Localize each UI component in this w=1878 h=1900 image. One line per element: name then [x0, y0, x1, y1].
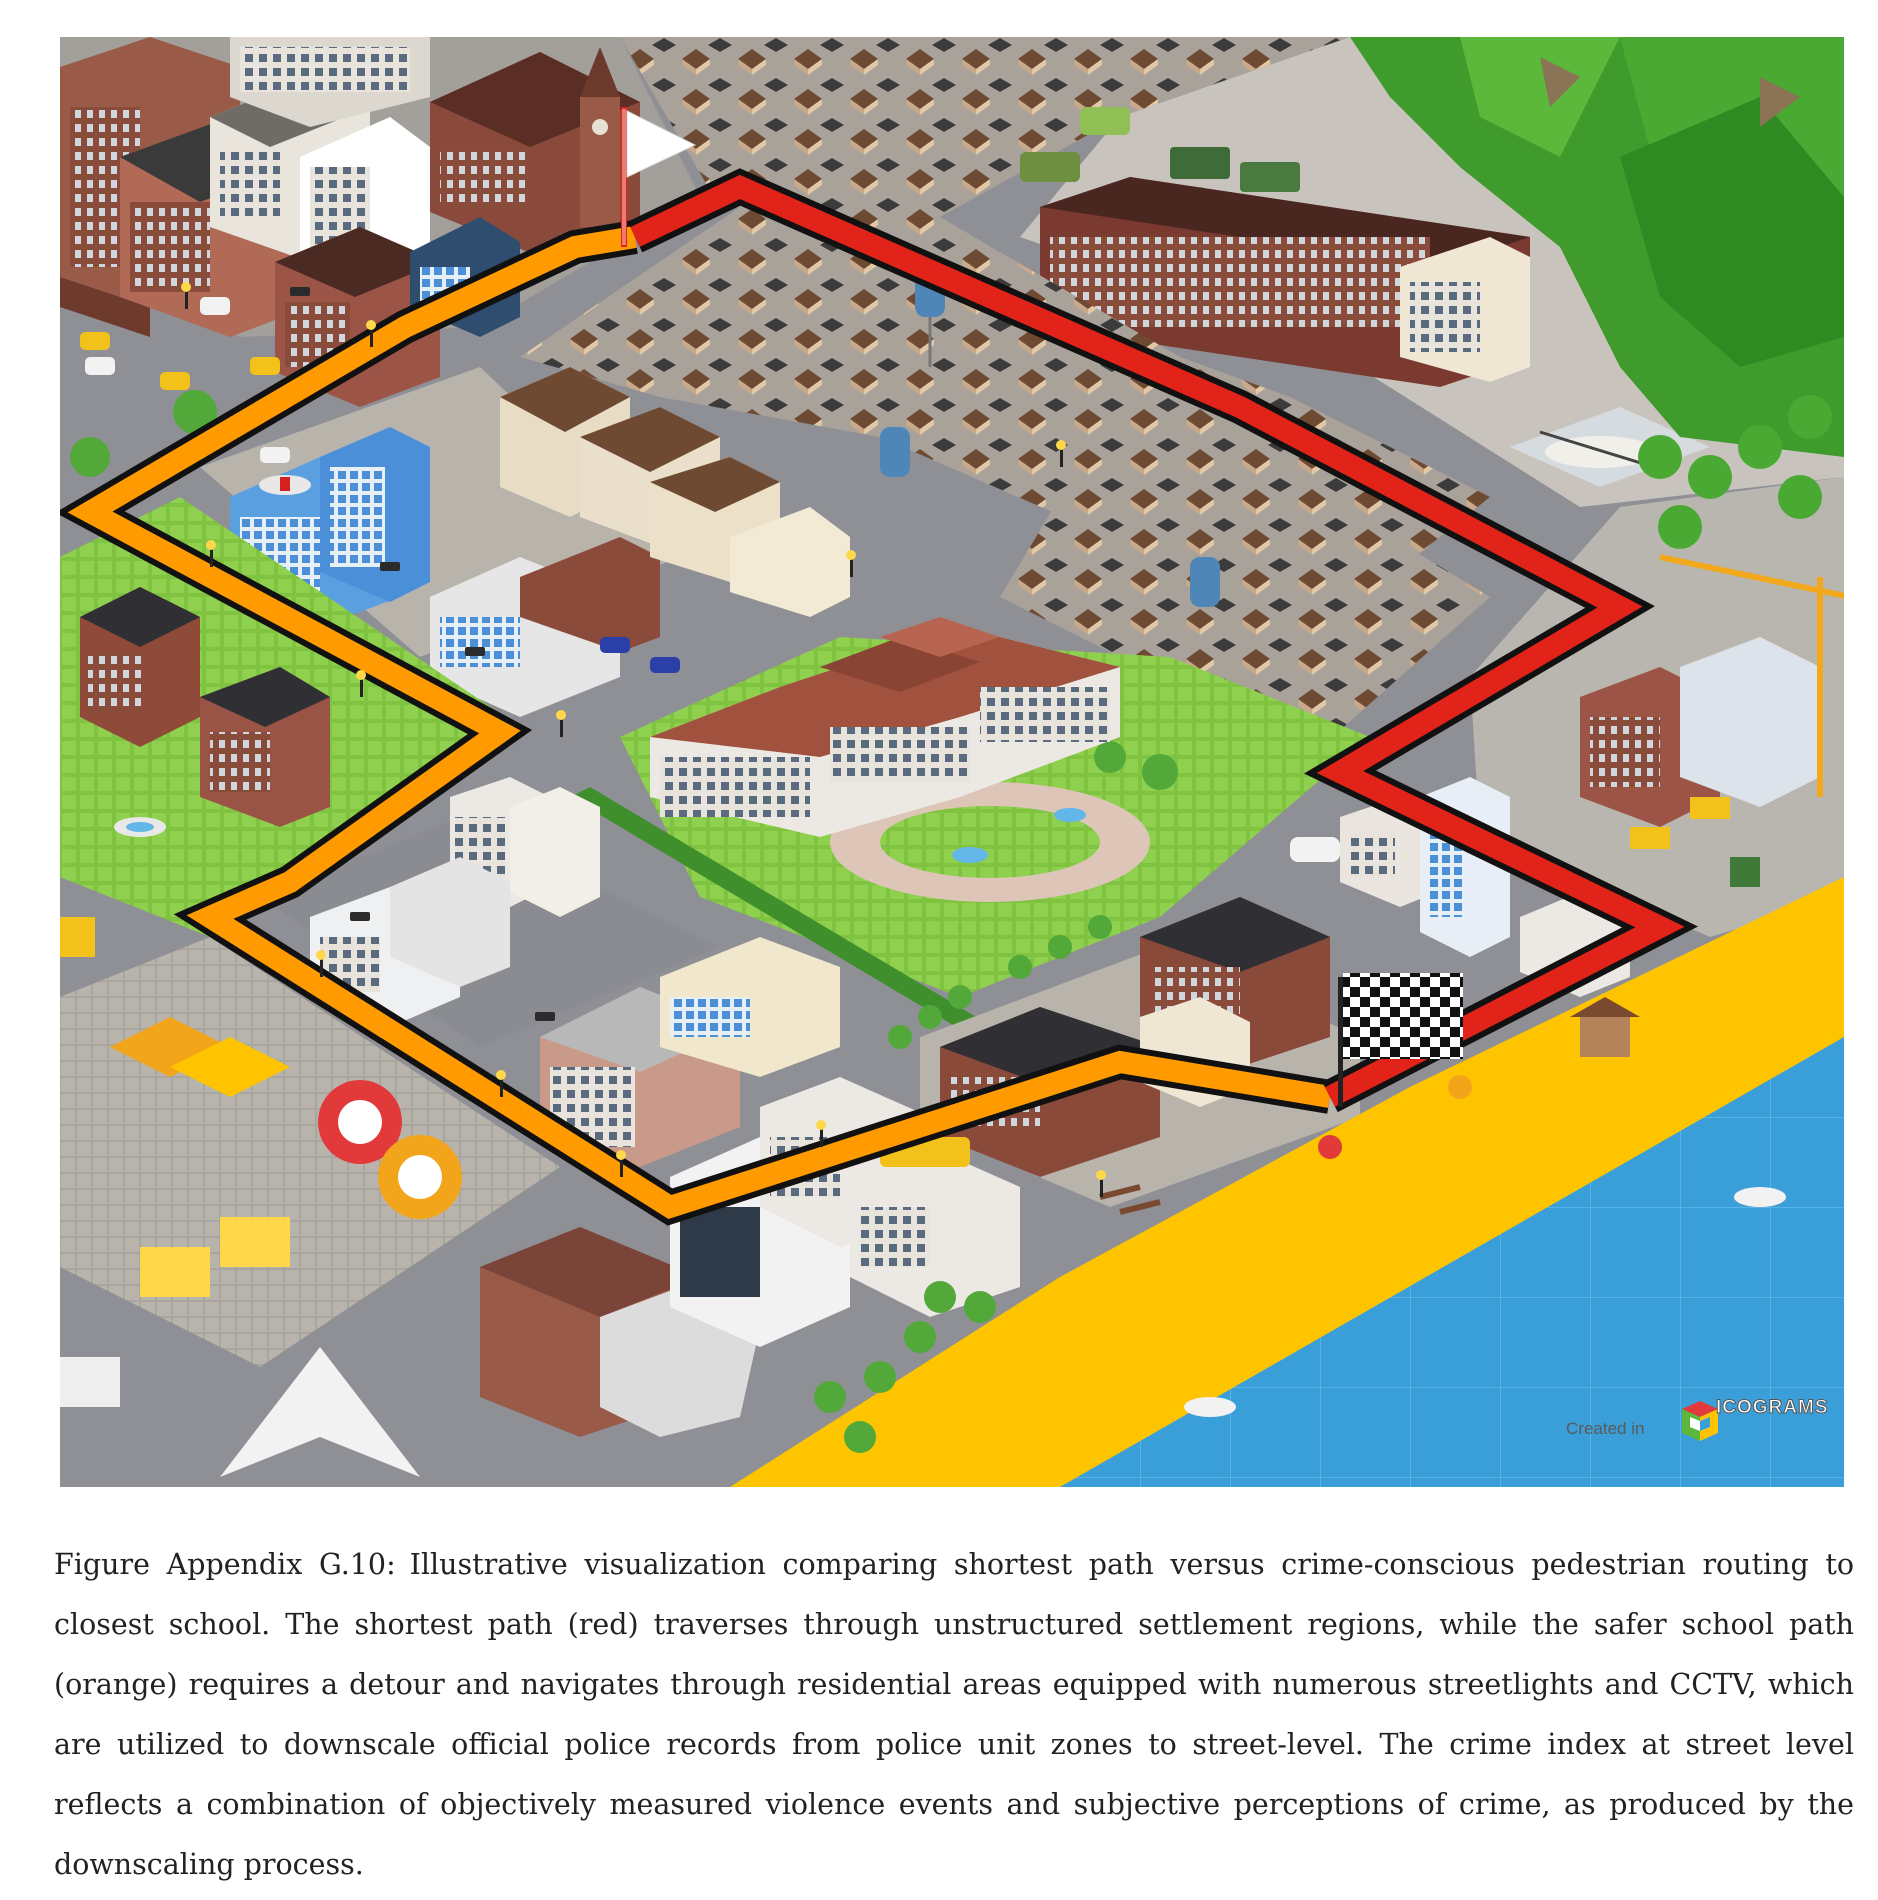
figure-caption: Figure Appendix G.10: Illustrative visual…: [54, 1535, 1854, 1895]
office-blocks: [260, 777, 840, 1167]
watermark-brand: ICOGRAMS: [1716, 1397, 1829, 1419]
icograms-logo-icon: [1682, 1401, 1718, 1441]
figure-caption-text: Illustrative visualization comparing sho…: [54, 1548, 1854, 1881]
isometric-city-scene: [60, 37, 1844, 1487]
figure-label: Figure Appendix G.10:: [54, 1548, 396, 1581]
finish-flag-icon: [1338, 973, 1463, 1107]
north-residential: [620, 37, 1350, 217]
start-flag-icon: [621, 107, 697, 247]
coast: [730, 877, 1844, 1487]
fairground: [60, 937, 560, 1477]
shortest-path-route-fill: [630, 174, 1685, 1107]
city-illustration: Created in ICOGRAMS: [60, 37, 1844, 1487]
hospital-block: [170, 367, 680, 717]
streetlight-icon: [181, 282, 1106, 1197]
west-park: [60, 497, 520, 957]
cctv-camera-icon: [290, 287, 555, 1021]
village-houses: [500, 367, 850, 617]
watermark-prefix: Created in: [1566, 1419, 1645, 1438]
mountain: [1350, 37, 1844, 457]
town-hall: [650, 617, 1120, 837]
icograms-watermark: Created in ICOGRAMS: [1566, 1397, 1828, 1447]
informal-settlement: [520, 207, 1490, 757]
safer-path-route-fill: [67, 226, 1332, 1220]
south-buildings: [480, 1077, 1020, 1437]
